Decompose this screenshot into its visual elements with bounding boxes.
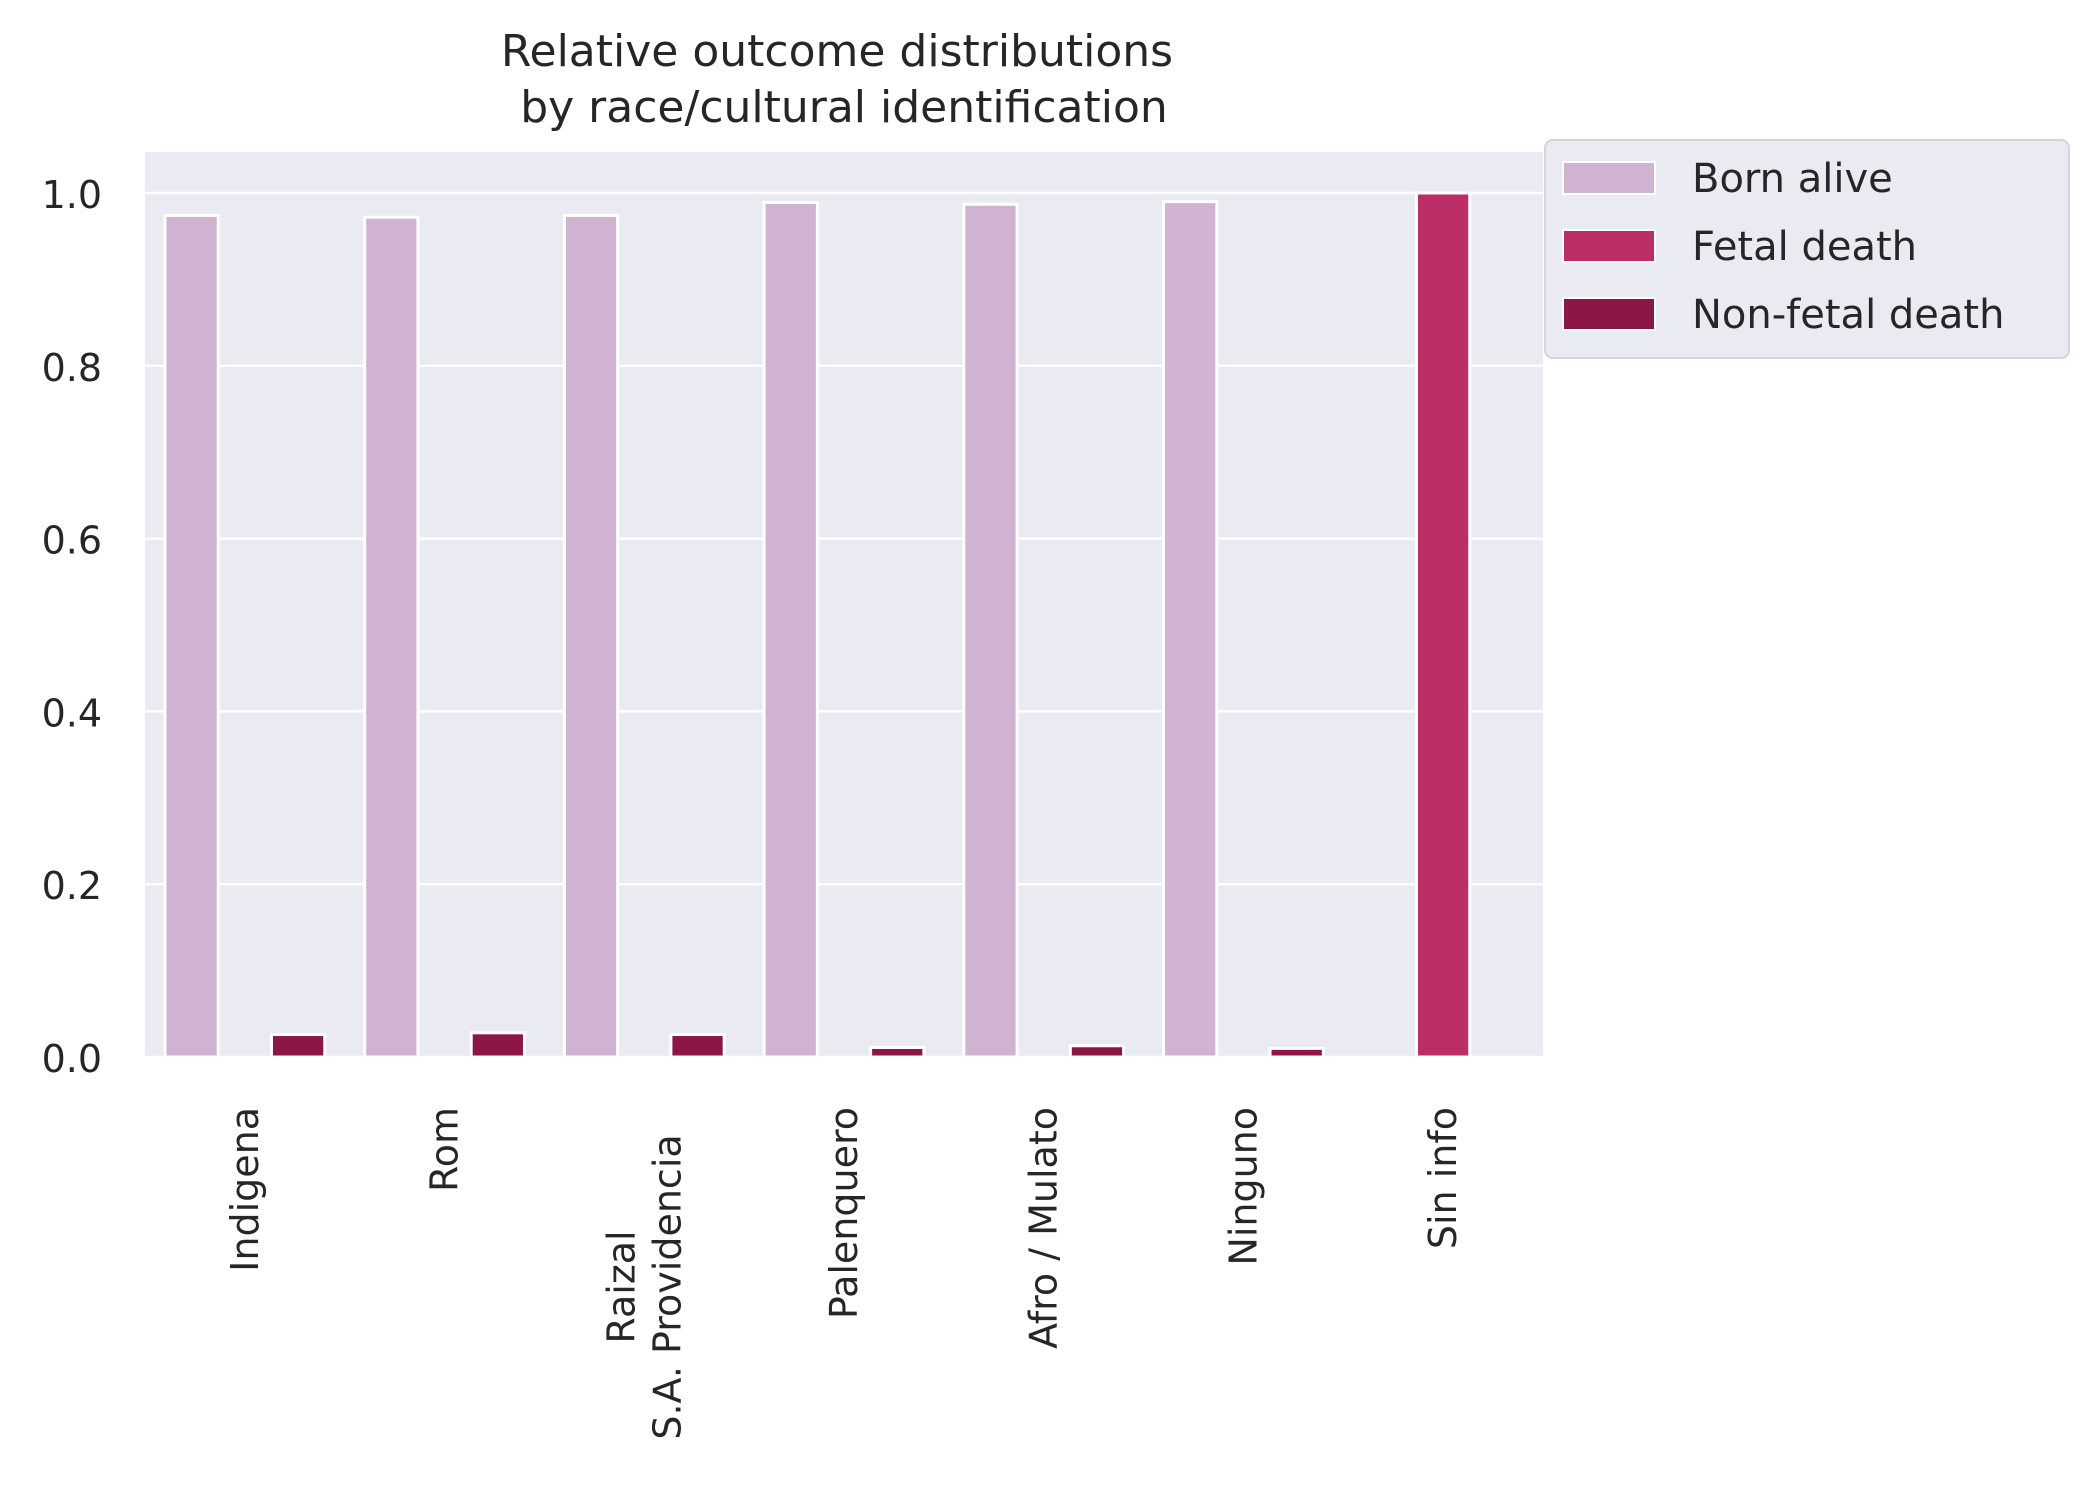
y-tick-label: 0.8 [42, 346, 102, 390]
x-tick-label: Afro / Mulato [1022, 1107, 1066, 1349]
chart-title-line-2: by race/cultural identification [520, 82, 1168, 133]
chart-title-line-1: Relative outcome distributions [501, 26, 1173, 77]
bar-non-fetal-death-rom [469, 1031, 526, 1059]
legend-label-born-alive: Born alive [1692, 156, 1893, 202]
legend: Born alive Fetal death Non-fetal death [1544, 139, 2070, 359]
legend-label-fetal-death: Fetal death [1692, 224, 1917, 270]
legend-swatch-born-alive [1562, 161, 1656, 195]
bar-born-alive-indigena [163, 213, 220, 1059]
x-tick-label: Sin info [1421, 1107, 1465, 1249]
legend-swatch-fetal-death [1562, 229, 1656, 263]
y-tick-label: 1.0 [42, 173, 102, 217]
bar-non-fetal-death-raizal-s-a-providencia [669, 1033, 726, 1059]
x-tick-label: Palenquero [822, 1107, 866, 1319]
x-tick-labels: Indigena Rom RaizalS.A. Providencia Palenqu… [223, 1107, 1465, 1440]
plot-background [145, 152, 1543, 1057]
x-tick-label: Indigena [223, 1107, 267, 1272]
bar-born-alive-ninguno [1162, 200, 1219, 1059]
legend-frame [1544, 139, 2070, 359]
y-tick-label: 0.4 [42, 691, 102, 735]
bar-born-alive-rom [363, 215, 420, 1059]
y-tick-label: 0.2 [42, 864, 102, 908]
chart-title: Relative outcome distributions by race/c… [501, 26, 1187, 133]
bar-non-fetal-death-palenquero [869, 1045, 926, 1059]
x-tick-label: Ninguno [1221, 1107, 1265, 1266]
x-tick-label: Rom [423, 1107, 467, 1192]
bar-born-alive-raizal-s-a-providencia [562, 213, 620, 1059]
y-tick-label: 0.0 [42, 1037, 102, 1081]
legend-label-non-fetal-death: Non-fetal death [1692, 292, 2004, 338]
x-tick-label: RaizalS.A. Providencia [599, 1134, 689, 1439]
bars [163, 191, 1472, 1059]
bar-non-fetal-death-indigena [269, 1033, 327, 1059]
bar-non-fetal-death-afro-mulato [1068, 1044, 1126, 1059]
y-tick-labels: 0.0 0.2 0.4 0.6 0.8 1.0 [42, 173, 102, 1081]
bar-born-alive-afro-mulato [962, 202, 1019, 1059]
bar-non-fetal-death-ninguno [1268, 1046, 1325, 1059]
legend-swatch-non-fetal-death [1562, 297, 1656, 331]
bar-fetal-death-sin-info [1415, 191, 1472, 1059]
y-tick-label: 0.6 [42, 519, 102, 563]
bar-born-alive-palenquero [762, 201, 819, 1059]
